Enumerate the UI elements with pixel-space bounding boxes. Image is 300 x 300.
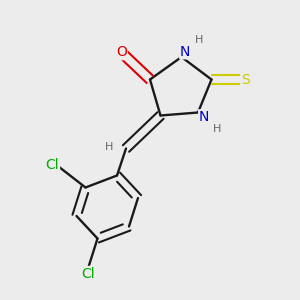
Text: S: S: [241, 73, 250, 86]
Text: N: N: [199, 110, 209, 124]
Text: H: H: [213, 124, 222, 134]
Text: Cl: Cl: [82, 267, 95, 280]
Text: H: H: [105, 142, 114, 152]
Text: O: O: [116, 46, 127, 59]
Text: N: N: [180, 45, 190, 58]
Text: Cl: Cl: [46, 158, 59, 172]
Text: H: H: [195, 35, 203, 46]
